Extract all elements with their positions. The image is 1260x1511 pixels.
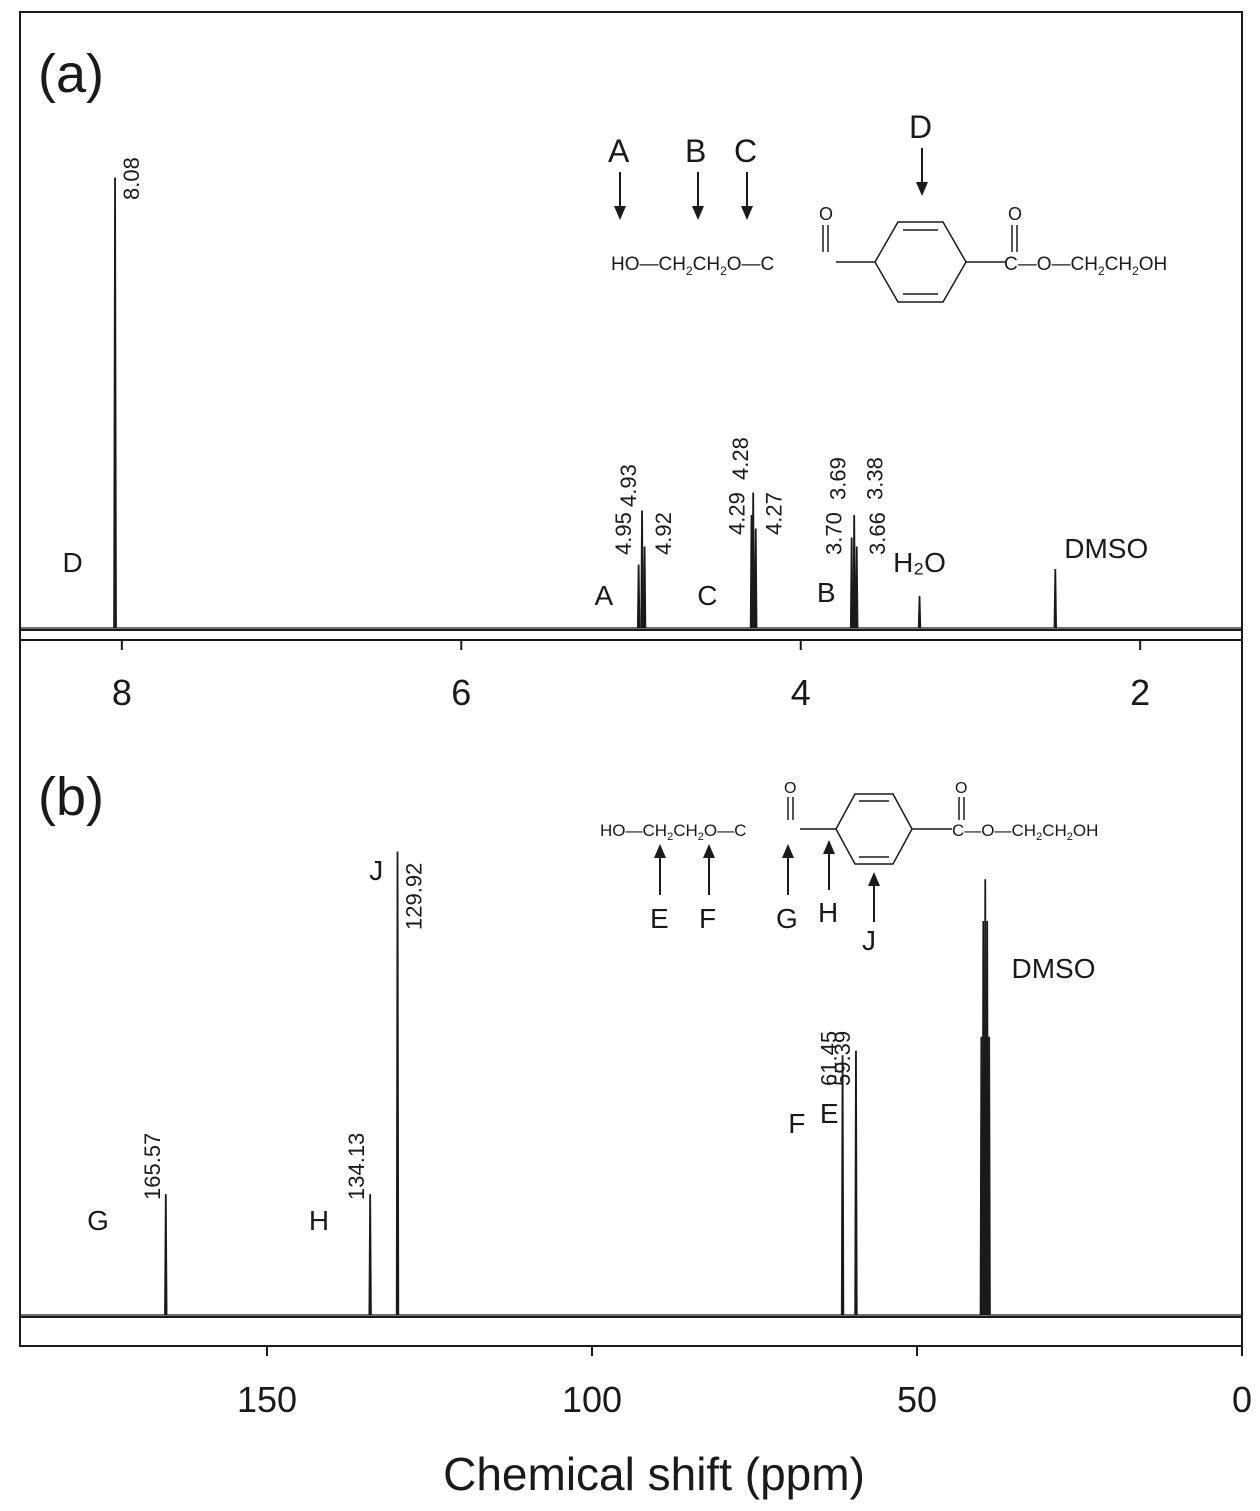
spectrum-peak [917, 596, 922, 629]
arrow-f: F [699, 844, 716, 934]
formula-a-left: HO—CH2CH2O—C [611, 254, 774, 278]
peak-assignment-label: DMSO [1064, 533, 1148, 564]
peak-assignment-label: H [309, 1205, 329, 1236]
peak-assignment-label: B [817, 577, 836, 608]
figure-frame [19, 11, 1243, 1347]
peak-value-label: 4.92 [651, 512, 676, 555]
arrow-label-h: H [818, 897, 838, 928]
peak-value-label: 129.92 [402, 863, 427, 930]
benzene-ring-b [835, 793, 913, 865]
peak-assignment-label: E [820, 1098, 839, 1129]
peak-assignment-label: D [62, 547, 82, 578]
x-tick-label: 4 [791, 672, 811, 713]
arrow-b: B [685, 133, 706, 220]
spectrum-peak [368, 1194, 372, 1316]
peak-assignment-label: H₂O [893, 547, 946, 578]
formula-a-right: C—O—CH2CH2OH [1004, 254, 1167, 278]
arrow-a: A [608, 133, 630, 220]
arrow-label-a: A [608, 133, 630, 169]
peak-value-label: 4.29 [725, 492, 750, 535]
spectrum-peak [751, 492, 755, 629]
peak-value-label: 134.13 [344, 1133, 369, 1200]
peak-assignment-label: J [369, 855, 383, 886]
spectrum-peak [855, 546, 859, 629]
peak-assignment-label: DMSO [1012, 953, 1096, 984]
spectrum-peak [987, 1036, 991, 1316]
spectrum-peak [164, 1194, 168, 1316]
arrow-label-f: F [699, 903, 716, 934]
arrow-h: H [818, 840, 838, 928]
peak-value-label: 3.70 [821, 512, 846, 555]
peak-value-label: 3.66 [865, 512, 890, 555]
peak-value-label: 4.93 [616, 464, 641, 507]
peak-assignment-label: G [87, 1205, 109, 1236]
arrow-label-e: E [650, 903, 669, 934]
spectrum-peak [113, 177, 117, 629]
x-tick-label: 100 [562, 1379, 622, 1420]
x-tick-label: 8 [112, 672, 132, 713]
spectrum-peak [754, 528, 758, 629]
peak-assignment-label: A [595, 580, 614, 611]
arrow-e: E [650, 844, 669, 934]
spectrum-peak [854, 1050, 858, 1316]
spectrum-peak [642, 546, 647, 629]
arrow-d: D [909, 109, 932, 196]
spectrum-peak [852, 515, 856, 629]
x-tick-label: 150 [237, 1379, 297, 1420]
arrow-label-d: D [909, 109, 932, 145]
x-tick-label: 0 [1232, 1379, 1252, 1420]
carbonyl-a-left-o: O [819, 204, 833, 224]
benzene-ring-a [874, 221, 967, 303]
spectrum-peak [395, 851, 400, 1316]
x-axis-title: Chemical shift (ppm) [443, 1448, 865, 1500]
arrow-g: G [776, 844, 798, 934]
panel-a-structure: A B C D HO—CH2CH2O—C C—O—CH2CH2OH O O [608, 109, 1167, 303]
x-tick-label: 6 [451, 672, 471, 713]
peak-value-label: 4.95 [611, 512, 636, 555]
panel-a-label: (a) [38, 44, 104, 104]
x-tick-label: 2 [1130, 672, 1150, 713]
arrow-label-j: J [862, 925, 876, 956]
peak-value-label: 165.57 [140, 1133, 165, 1200]
peak-value-label: 4.28 [728, 437, 753, 480]
arrow-label-b: B [685, 133, 706, 169]
peak-value-label: 59.39 [830, 1031, 855, 1086]
spectrum-peak [840, 1055, 845, 1316]
spectrum-peak [640, 510, 644, 629]
spectrum-peak [636, 564, 641, 629]
peak-value-label: 3.38 [862, 457, 887, 500]
spectrum-peak [1053, 569, 1058, 629]
formula-b-right: C—O—CH2CH2OH [952, 821, 1098, 843]
arrow-label-g: G [776, 903, 798, 934]
panel-b-label: (b) [38, 767, 104, 827]
panel-a-spectrum: 8 6 4 2 8.08 4.95 4.93 4.92 4.29 4.28 4.27 3.70 3.69… [20, 157, 1242, 713]
arrow-j: J [862, 872, 880, 956]
peak-value-label: 3.69 [826, 457, 851, 500]
peak-value-label: 4.27 [761, 492, 786, 535]
peak-assignment-label: F [788, 1108, 805, 1139]
carbonyl-b-right-o: O [955, 780, 967, 797]
arrow-label-c: C [734, 133, 757, 169]
spectrum-peak [849, 537, 854, 629]
carbonyl-b-left-o: O [784, 780, 796, 797]
panel-b-structure: HO—CH2CH2O—C C—O—CH2CH2OH O O E F G [600, 780, 1098, 956]
formula-b-left: HO—CH2CH2O—C [600, 821, 746, 843]
peak-value-label: 8.08 [119, 157, 144, 200]
peak-assignment-label: C [697, 580, 717, 611]
x-tick-label: 50 [897, 1379, 937, 1420]
peak-value-label: 61.45 [817, 1031, 842, 1086]
arrow-c: C [734, 133, 757, 220]
carbonyl-a-right-o: O [1008, 204, 1022, 224]
